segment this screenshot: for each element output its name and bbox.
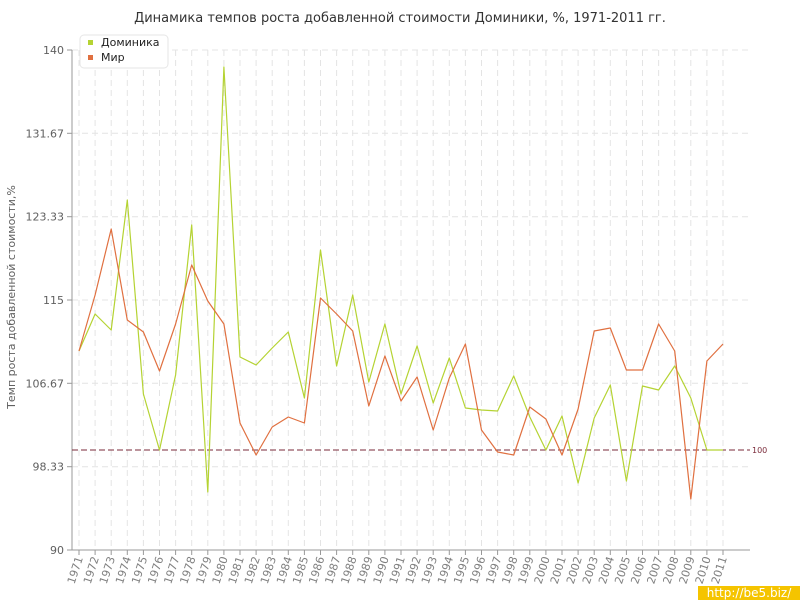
series-group bbox=[78, 66, 724, 500]
y-tick-label: 131.67 bbox=[26, 127, 65, 140]
chart-title: Динамика темпов роста добавленной стоимо… bbox=[134, 11, 666, 26]
y-tick-label: 90 bbox=[50, 544, 64, 557]
series-line-0 bbox=[78, 66, 723, 493]
y-axis-label: Темп роста добавленной стоимости,% bbox=[5, 185, 18, 410]
legend: Доминика Мир bbox=[79, 34, 169, 69]
y-tick-label: 115 bbox=[43, 294, 64, 307]
legend-swatch bbox=[88, 40, 93, 45]
y-tick-label: 98.33 bbox=[33, 461, 65, 474]
grid bbox=[72, 49, 750, 550]
y-tick-label: 106.67 bbox=[26, 377, 65, 390]
series-line-1 bbox=[78, 228, 724, 500]
legend-box bbox=[79, 34, 169, 69]
watermark-text: http://be5.biz/ bbox=[707, 586, 792, 600]
y-tick-label: 140 bbox=[43, 44, 64, 57]
legend-label: Мир bbox=[101, 51, 125, 64]
legend-label: Доминика bbox=[101, 36, 160, 49]
legend-swatch bbox=[88, 55, 93, 60]
y-tick-label: 123.33 bbox=[26, 211, 65, 224]
reference-line-label: 100 bbox=[752, 446, 767, 455]
reference-line-group: 100 bbox=[72, 446, 767, 455]
watermark-background bbox=[698, 586, 800, 600]
watermark-group: http://be5.biz/ bbox=[698, 586, 800, 600]
